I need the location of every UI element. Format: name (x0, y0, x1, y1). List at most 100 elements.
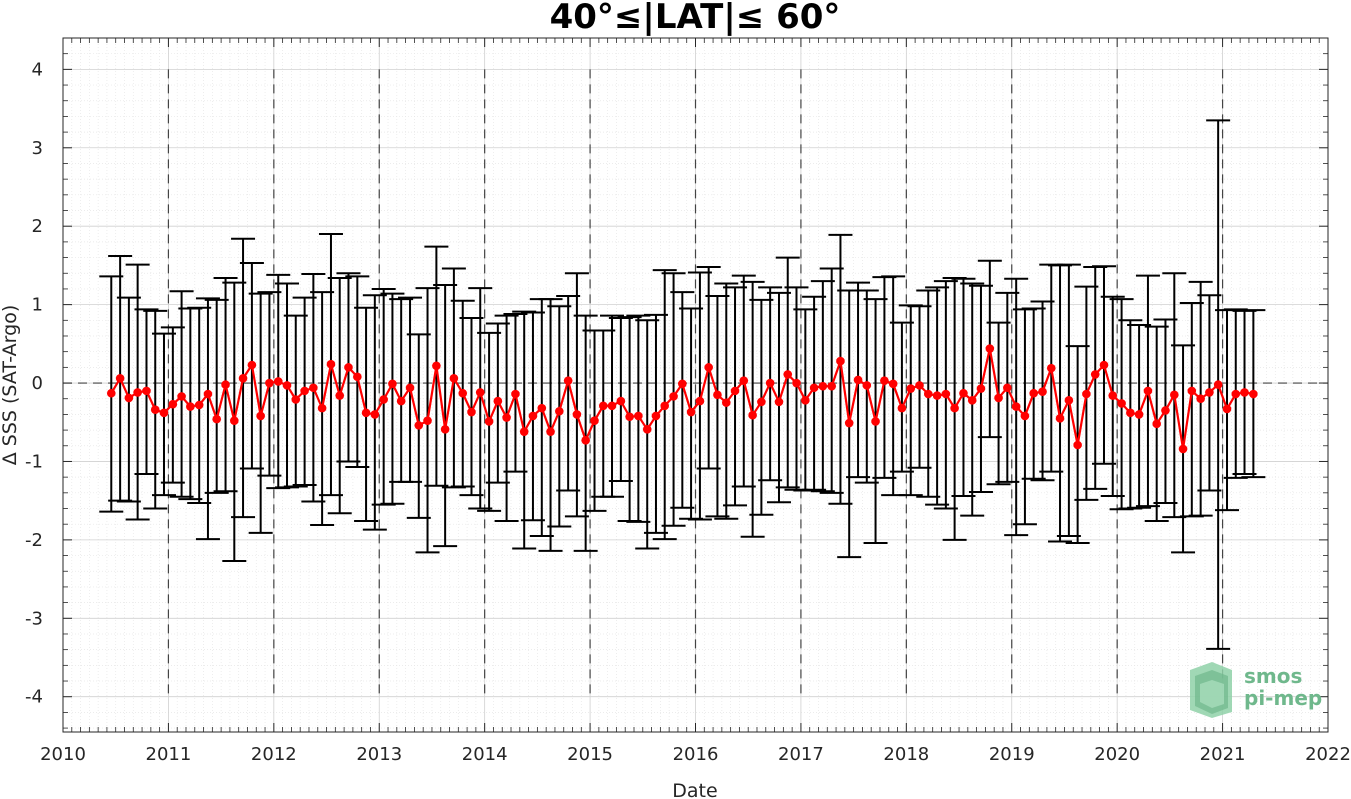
data-point (801, 395, 810, 405)
data-point (836, 356, 845, 366)
data-point (625, 412, 634, 422)
data-point (230, 416, 239, 425)
data-point (906, 384, 916, 393)
data-point (537, 403, 547, 413)
data-point (546, 427, 555, 436)
data-point (265, 378, 274, 388)
data-point (150, 405, 160, 415)
data-point (168, 399, 178, 409)
y-tick-label: 1 (32, 295, 43, 316)
x-tick-label: 2014 (462, 744, 508, 765)
data-point (370, 410, 380, 419)
data-point (159, 408, 169, 418)
x-tick-label: 2020 (1094, 744, 1140, 765)
data-point (607, 401, 617, 411)
y-tick-label: -2 (25, 530, 43, 551)
data-point (1029, 388, 1038, 398)
data-point (853, 375, 863, 385)
data-point (1082, 389, 1091, 399)
data-point (616, 396, 626, 406)
data-point (1205, 388, 1214, 397)
data-point (678, 379, 687, 389)
data-point (1064, 395, 1074, 405)
series-markers (106, 344, 1258, 454)
axis-ticks (62, 37, 1329, 732)
data-point (774, 397, 784, 407)
data-point (1020, 411, 1030, 421)
data-point (335, 391, 345, 400)
data-point (326, 359, 336, 369)
data-point (186, 402, 195, 411)
data-point (511, 389, 520, 399)
data-point (133, 388, 142, 397)
x-tick-label: 2012 (251, 744, 297, 765)
data-point (598, 401, 608, 411)
data-point (238, 374, 248, 383)
logo-cube-icon (1190, 662, 1232, 718)
data-point (880, 376, 889, 385)
data-point (528, 411, 538, 421)
x-tick-label: 2015 (567, 744, 613, 765)
data-point (467, 407, 476, 417)
x-tick-label: 2011 (146, 744, 192, 765)
x-tick-label: 2010 (40, 744, 86, 765)
data-point (555, 406, 564, 416)
data-point (177, 392, 186, 401)
data-point (1161, 406, 1170, 415)
x-tick-label: 2016 (673, 744, 719, 765)
data-point (502, 413, 511, 422)
data-point (142, 386, 151, 396)
data-point (581, 435, 590, 445)
y-tick-label: -4 (25, 687, 43, 708)
data-point (642, 425, 652, 434)
data-point (1046, 363, 1056, 373)
data-point (344, 363, 353, 372)
data-point (1249, 389, 1258, 399)
data-point (792, 378, 801, 388)
x-tick-label: 2018 (883, 744, 929, 765)
data-point (221, 380, 230, 389)
data-point (388, 379, 397, 389)
data-point (634, 411, 643, 421)
data-point (519, 427, 529, 436)
data-point (247, 360, 257, 370)
x-tick-label: 2022 (1305, 744, 1351, 765)
data-point (765, 378, 775, 388)
x-tick-label: 2019 (989, 744, 1035, 765)
data-point (115, 374, 125, 383)
data-point (1231, 389, 1241, 399)
data-point (440, 425, 450, 434)
data-point (669, 392, 678, 401)
y-tick-label: -3 (25, 608, 43, 629)
x-tick-labels: 2010 2011 2012 2013 2014 2015 2016 2017 2018 2019… (40, 744, 1351, 765)
data-point (941, 389, 951, 399)
data-point (106, 388, 116, 398)
data-point (379, 395, 388, 404)
chart-title: 40°≤|LAT|≤ 60° (550, 0, 841, 37)
data-point (405, 383, 415, 393)
data-point (897, 403, 907, 413)
data-point (423, 416, 432, 425)
data-point (124, 393, 134, 403)
logo-line2: pi-mep (1244, 686, 1322, 710)
data-point (563, 376, 573, 385)
data-point (1187, 386, 1197, 396)
data-point (273, 377, 283, 386)
data-point (291, 395, 301, 404)
data-point (1099, 360, 1109, 370)
data-point (309, 383, 318, 393)
data-point (923, 389, 933, 399)
data-point (818, 381, 828, 391)
data-point (994, 393, 1003, 403)
data-point (493, 396, 503, 406)
data-point (458, 388, 468, 398)
data-point (959, 388, 968, 398)
smos-pimep-logo: smos pi-mep (1190, 662, 1322, 718)
data-point (396, 396, 406, 406)
data-point (1196, 394, 1205, 404)
data-point (475, 388, 485, 397)
data-point (1090, 370, 1100, 379)
logo-line1: smos (1244, 664, 1302, 688)
data-point (1170, 390, 1179, 400)
